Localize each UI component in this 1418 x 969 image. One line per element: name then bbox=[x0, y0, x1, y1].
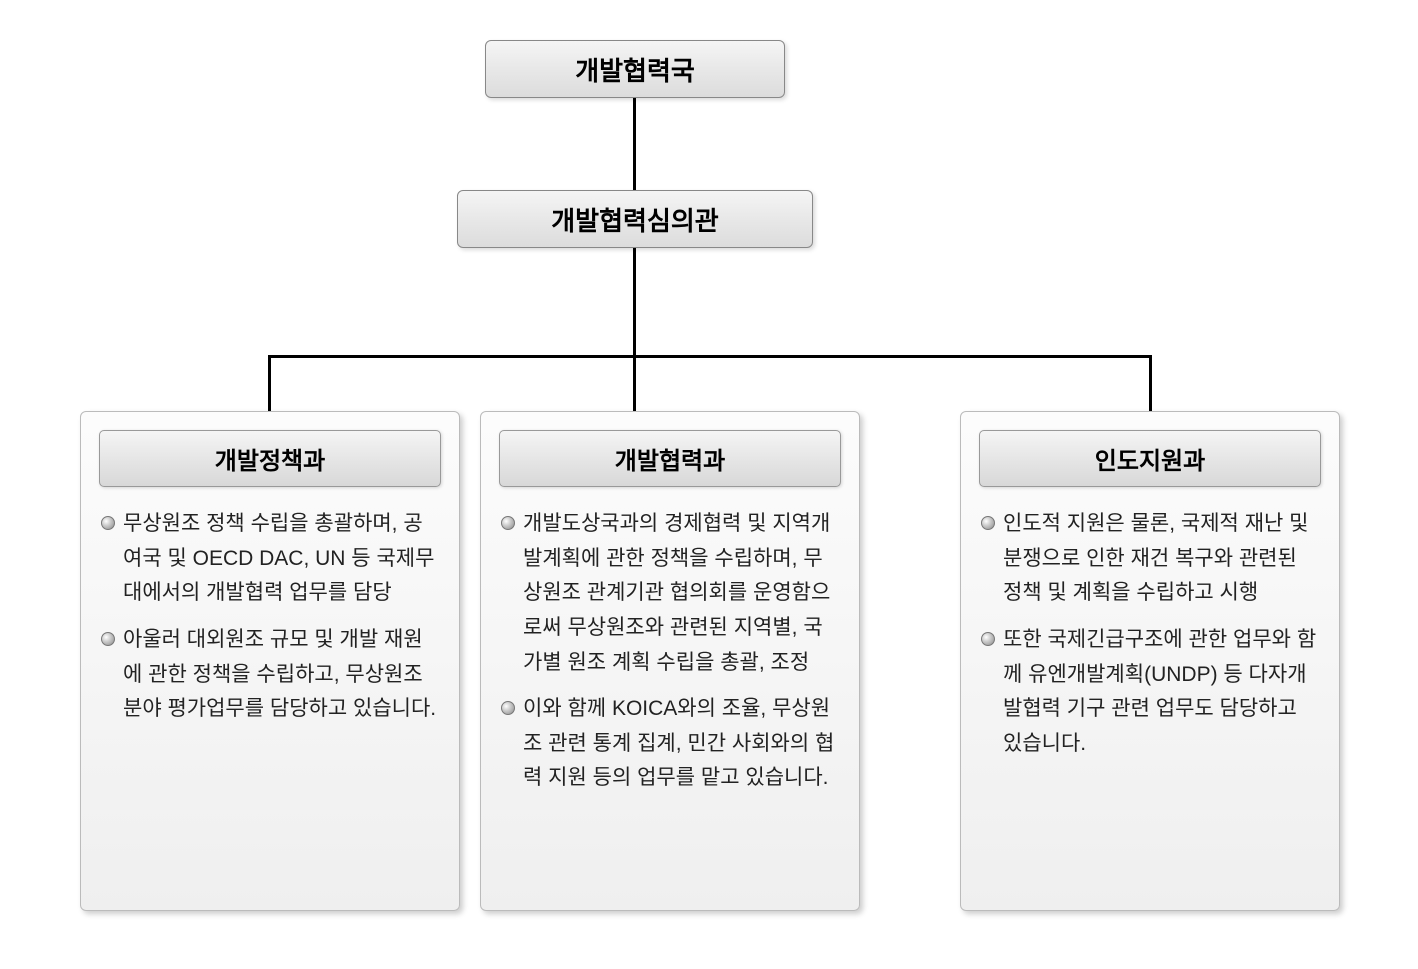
list-item: 인도적 지원은 물론, 국제적 재난 및 분쟁으로 인한 재건 복구와 관련된 … bbox=[979, 507, 1321, 611]
dept-card-humanitarian: 인도지원과 인도적 지원은 물론, 국제적 재난 및 분쟁으로 인한 재건 복구… bbox=[960, 411, 1340, 911]
connector-d2 bbox=[633, 355, 636, 411]
list-item: 개발도상국과의 경제협력 및 지역개발계획에 관한 정책을 수립하며, 무상원조… bbox=[499, 507, 841, 680]
dept-items: 인도적 지원은 물론, 국제적 재난 및 분쟁으로 인한 재건 복구와 관련된 … bbox=[979, 507, 1321, 761]
dept-card-cooperation: 개발협력과 개발도상국과의 경제협력 및 지역개발계획에 관한 정책을 수립하며… bbox=[480, 411, 860, 911]
dept-title: 인도지원과 bbox=[1095, 448, 1205, 475]
dept-header: 개발정책과 bbox=[99, 430, 441, 487]
list-item: 또한 국제긴급구조에 관한 업무와 함께 유엔개발계획(UNDP) 등 다자개발… bbox=[979, 623, 1321, 762]
dept-header: 인도지원과 bbox=[979, 430, 1321, 487]
dept-title: 개발정책과 bbox=[215, 448, 325, 475]
connector-v1 bbox=[633, 98, 636, 190]
org-mid-node: 개발협력심의관 bbox=[457, 190, 813, 248]
org-mid-label: 개발협력심의관 bbox=[551, 201, 718, 238]
dept-header: 개발협력과 bbox=[499, 430, 841, 487]
org-root-node: 개발협력국 bbox=[485, 40, 785, 98]
connector-d1 bbox=[268, 355, 271, 411]
dept-card-policy: 개발정책과 무상원조 정책 수립을 총괄하며, 공여국 및 OECD DAC, … bbox=[80, 411, 460, 911]
dept-items: 개발도상국과의 경제협력 및 지역개발계획에 관한 정책을 수립하며, 무상원조… bbox=[499, 507, 841, 796]
connector-d3 bbox=[1149, 355, 1152, 411]
list-item: 아울러 대외원조 규모 및 개발 재원에 관한 정책을 수립하고, 무상원조 분… bbox=[99, 623, 441, 727]
connector-v2 bbox=[633, 248, 636, 358]
org-root-label: 개발협력국 bbox=[575, 51, 695, 88]
connector-h bbox=[268, 355, 1152, 358]
dept-title: 개발협력과 bbox=[615, 448, 725, 475]
list-item: 무상원조 정책 수립을 총괄하며, 공여국 및 OECD DAC, UN 등 국… bbox=[99, 507, 441, 611]
list-item: 이와 함께 KOICA와의 조율, 무상원조 관련 통계 집계, 민간 사회와의… bbox=[499, 692, 841, 796]
dept-items: 무상원조 정책 수립을 총괄하며, 공여국 및 OECD DAC, UN 등 국… bbox=[99, 507, 441, 727]
